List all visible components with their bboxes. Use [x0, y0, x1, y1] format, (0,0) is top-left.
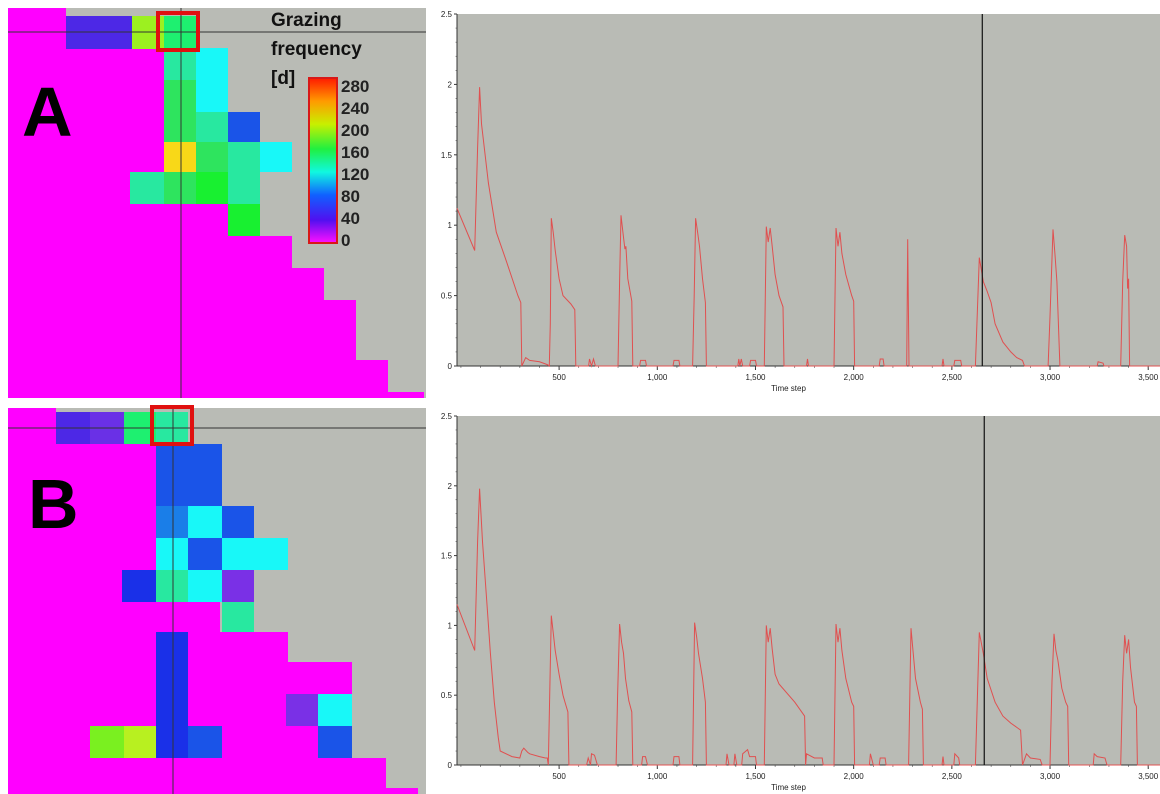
selected-cell-highlight	[150, 405, 194, 446]
x-tick-label: 2,000	[844, 373, 865, 382]
colorbar-tick-label: 80	[341, 187, 360, 206]
y-tick-label: 1.5	[441, 151, 453, 160]
x-axis-label: Time step	[771, 384, 806, 393]
y-tick-label: 2	[448, 80, 453, 89]
colorbar-tick-label: 240	[341, 99, 369, 118]
plot-area	[457, 14, 1160, 366]
color-legend: Grazing frequency [d] 280 240 200 160 120 80 4…	[271, 10, 369, 250]
y-tick-label: 1	[448, 221, 453, 230]
y-tick-label: 0	[448, 761, 453, 770]
x-tick-label: 500	[552, 373, 566, 382]
unvisited-area	[8, 8, 424, 398]
y-tick-label: 1	[448, 621, 453, 630]
x-axis-label: Time step	[771, 783, 806, 792]
colorbar-tick-label: 40	[341, 209, 360, 228]
legend-title-line: [d]	[271, 68, 295, 89]
colorbar-tick-label: 200	[341, 121, 369, 140]
colorbar-scale-labels: 280 240 200 160 120 80 40 0	[341, 77, 369, 250]
x-tick-label: 2,500	[942, 373, 963, 382]
map-panel-a: A	[8, 8, 426, 398]
y-tick-label: 0.5	[441, 292, 453, 301]
colorbar-tick-label: 0	[341, 231, 350, 250]
time-series-chart-b: 0 0.5 1 1.5 2 2.5 500 1,000 1,500 2,000 2,500 3,000…	[436, 410, 1160, 794]
x-tick-label: 3,500	[1138, 373, 1159, 382]
x-tick-label: 3,000	[1040, 373, 1061, 382]
x-tick-label: 2,500	[942, 772, 963, 781]
colorbar-tick-label: 280	[341, 77, 369, 96]
legend-title-line: frequency	[271, 39, 362, 60]
x-tick-label: 1,500	[745, 772, 766, 781]
plot-area	[457, 416, 1160, 765]
map-panel-b: B	[8, 405, 426, 794]
y-tick-label: 2.5	[441, 10, 453, 19]
y-tick-label: 2.5	[441, 412, 453, 421]
panel-label: B	[28, 465, 79, 543]
panel-label: A	[22, 73, 73, 151]
x-tick-label: 2,000	[844, 772, 865, 781]
colorbar	[308, 77, 338, 244]
y-tick-label: 0	[448, 362, 453, 371]
series-line	[456, 488, 1160, 766]
time-series-chart-a: 0 0.5 1 1.5 2 2.5 500 1,000 1,500 2,000 2,500 3,000…	[436, 8, 1160, 395]
legend-title-line: Grazing	[271, 10, 342, 31]
x-tick-label: 1,000	[647, 772, 668, 781]
y-tick-label: 2	[448, 482, 453, 491]
selected-cell-highlight	[156, 11, 200, 52]
x-tick-label: 3,000	[1040, 772, 1061, 781]
colorbar-tick-label: 160	[341, 143, 369, 162]
y-tick-label: 0.5	[441, 691, 453, 700]
x-tick-label: 1,500	[745, 373, 766, 382]
x-tick-label: 1,000	[647, 373, 668, 382]
y-tick-label: 1.5	[441, 552, 453, 561]
x-tick-label: 3,500	[1138, 772, 1159, 781]
x-tick-label: 500	[552, 772, 566, 781]
series-line	[456, 87, 1160, 368]
colorbar-tick-label: 120	[341, 165, 369, 184]
